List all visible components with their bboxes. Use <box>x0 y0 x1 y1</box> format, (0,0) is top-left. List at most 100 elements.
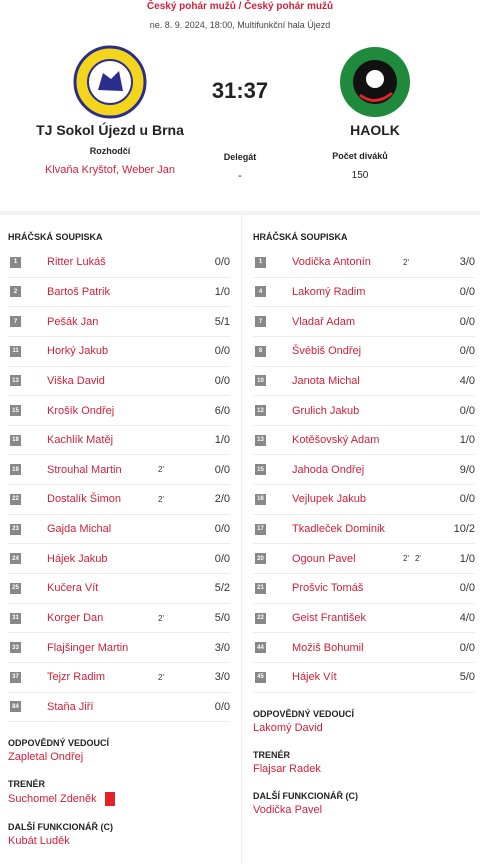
staff-name[interactable]: Flajsar Radek <box>253 762 321 775</box>
player-name[interactable]: Viška David <box>47 374 105 387</box>
player-name[interactable]: Hájek Jakub <box>47 552 108 565</box>
player-name[interactable]: Hájek Vít <box>292 671 337 684</box>
player-name[interactable]: Dostalík Šimon <box>47 493 121 506</box>
player-row[interactable]: 31 Korger Dan 2' 5/0 <box>8 604 230 634</box>
player-row[interactable]: 16 Vejlupek Jakub 0/0 <box>253 485 475 515</box>
staff-name[interactable]: Zapletal Ondřej <box>8 751 84 764</box>
player-name[interactable]: Prošvic Tomáš <box>292 582 364 595</box>
jersey-number: 2 <box>10 286 21 298</box>
player-row[interactable]: 21 Prošvic Tomáš 0/0 <box>253 574 475 604</box>
player-name[interactable]: Pešák Jan <box>47 315 99 328</box>
player-name[interactable]: Lakomý Radim <box>292 285 366 298</box>
player-name[interactable]: Krošík Ondřej <box>47 404 115 417</box>
player-row[interactable]: 45 Hájek Vít 5/0 <box>253 663 475 693</box>
player-row[interactable]: 1 Ritter Lukáš 0/0 <box>8 248 230 278</box>
player-name[interactable]: Janota Michal <box>292 374 360 387</box>
player-name[interactable]: Tejzr Radim <box>47 671 106 684</box>
player-name[interactable]: Švébiš Ondřej <box>292 345 362 358</box>
player-name[interactable]: Kotěšovský Adam <box>292 434 380 447</box>
player-row[interactable]: 8 Švébiš Ondřej 0/0 <box>253 337 475 367</box>
penalty: 2' <box>158 465 164 475</box>
goals: 3/0 <box>459 256 475 269</box>
player-name[interactable]: Tkadleček Dominik <box>292 523 385 536</box>
player-row[interactable]: 10 Janota Michal 4/0 <box>253 367 475 397</box>
staff-name-row: Vodička Pavel <box>253 804 475 816</box>
player-row[interactable]: 12 Grulich Jakub 0/0 <box>253 396 475 426</box>
player-row[interactable]: 22 Dostalík Šimon 2' 2/0 <box>8 485 230 515</box>
player-name[interactable]: Horký Jakub <box>47 345 109 358</box>
player-name[interactable]: Korger Dan <box>47 612 104 624</box>
competition[interactable]: Český pohár mužů / Český pohár mužů <box>146 1 334 12</box>
staff-role: DALŠÍ FUNKCIONÁŘ (C) <box>253 790 358 801</box>
player-row[interactable]: 18 Kachlík Matěj 1/0 <box>8 426 230 456</box>
column-divider <box>241 215 242 864</box>
player-row[interactable]: 19 Strouhal Martin 2' 0/0 <box>8 455 230 486</box>
goals: 0/0 <box>459 641 475 654</box>
player-row[interactable]: 33 Flajšinger Martin 3/0 <box>8 633 230 663</box>
player-name[interactable]: Geist František <box>292 612 366 624</box>
goals: 1/0 <box>214 434 230 447</box>
player-name[interactable]: Vodička Antonín <box>292 256 371 269</box>
player-row[interactable]: 44 Možiš Bohumil 0/0 <box>253 633 475 663</box>
jersey-number: 17 <box>255 523 266 535</box>
goals: 1/0 <box>214 285 230 298</box>
player-name[interactable]: Vejlupek Jakub <box>292 493 366 506</box>
player-row[interactable]: 2 Bartoš Patrik 1/0 <box>8 278 230 308</box>
jersey-number: 33 <box>10 642 21 654</box>
player-row[interactable]: 22 Geist František 4/0 <box>253 604 475 634</box>
goals: 0/0 <box>214 552 230 565</box>
away-logo[interactable] <box>338 45 413 120</box>
player-name[interactable]: Jahoda Ondřej <box>292 463 365 476</box>
player-row[interactable]: 4 Lakomý Radim 0/0 <box>253 278 475 308</box>
penalty: 2' <box>414 554 421 564</box>
player-name[interactable]: Vladař Adam <box>292 315 355 328</box>
player-row[interactable]: 13 Viška David 0/0 <box>8 367 230 397</box>
staff-name[interactable]: Kubát Luděk <box>8 835 70 848</box>
jersey-number: 8 <box>255 345 266 357</box>
home-team[interactable]: TJ Sokol Újezd u Brna <box>36 122 184 138</box>
player-row[interactable]: 37 Tejzr Radim 2' 3/0 <box>8 663 230 693</box>
goals: 0/0 <box>459 285 475 298</box>
player-name[interactable]: Strouhal Martin <box>47 463 122 476</box>
staff-role: TRENÉR <box>8 779 46 790</box>
jersey-number: 12 <box>255 405 266 417</box>
away-team[interactable]: HAOLK <box>350 122 400 138</box>
player-name[interactable]: Možiš Bohumil <box>292 641 364 654</box>
player-row[interactable]: 13 Kotěšovský Adam 1/0 <box>253 426 475 456</box>
player-name[interactable]: Staňa Jiří <box>47 700 94 713</box>
player-row[interactable]: 20 Ogoun Pavel 2' 2' 1/0 <box>253 544 475 575</box>
penalties: 2' 2' <box>403 554 443 563</box>
player-name[interactable]: Grulich Jakub <box>292 404 360 417</box>
red-card <box>104 792 115 807</box>
player-row[interactable]: 24 Hájek Jakub 0/0 <box>8 544 230 575</box>
staff-name[interactable]: Vodička Pavel <box>253 803 323 816</box>
staff-name[interactable]: Suchomel Zdeněk <box>8 793 97 806</box>
player-name[interactable]: Flajšinger Martin <box>47 641 129 654</box>
player-row[interactable]: 1 Vodička Antonín 2' 3/0 <box>253 248 475 278</box>
player-name[interactable]: Gajda Michal <box>47 523 112 536</box>
player-name[interactable]: Ogoun Pavel <box>292 552 356 565</box>
player-name[interactable]: Kučera Vít <box>47 582 99 595</box>
player-row[interactable]: 11 Horký Jakub 0/0 <box>8 337 230 367</box>
jersey-number: 1 <box>10 256 21 268</box>
spectators: 150 <box>351 170 369 181</box>
player-row[interactable]: 25 Kučera Vít 5/2 <box>8 574 230 604</box>
penalties: 2' <box>158 495 198 504</box>
player-row[interactable]: 15 Krošík Ondřej 6/0 <box>8 396 230 426</box>
player-row[interactable]: 23 Gajda Michal 0/0 <box>8 515 230 545</box>
staff-name[interactable]: Lakomý David <box>253 721 323 734</box>
jersey-number: 20 <box>255 553 266 565</box>
jersey-number: 1 <box>255 256 266 268</box>
player-row[interactable]: 84 Staňa Jiří 0/0 <box>8 693 230 723</box>
player-name[interactable]: Ritter Lukáš <box>47 256 106 269</box>
staff-role: TRENÉR <box>253 749 291 760</box>
player-name[interactable]: Bartoš Patrik <box>47 285 110 298</box>
goals: 0/0 <box>214 256 230 269</box>
player-name[interactable]: Kachlík Matěj <box>47 434 114 447</box>
home-logo[interactable] <box>73 45 148 120</box>
player-row[interactable]: 15 Jahoda Ondřej 9/0 <box>253 455 475 486</box>
player-row[interactable]: 7 Vladař Adam 0/0 <box>253 307 475 337</box>
player-row[interactable]: 7 Pešák Jan 5/1 <box>8 307 230 337</box>
player-row[interactable]: 17 Tkadleček Dominik 10/2 <box>253 515 475 545</box>
